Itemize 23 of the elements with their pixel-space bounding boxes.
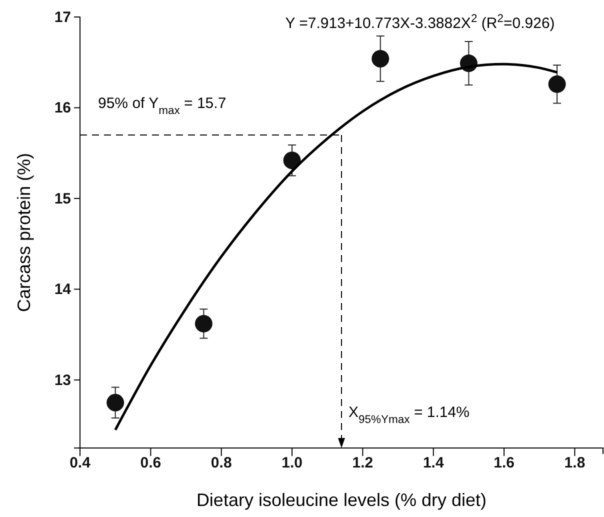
y-tick-label: 14: [54, 281, 72, 298]
point: [372, 50, 390, 68]
x-tick-label: 0.8: [210, 454, 232, 472]
y-tick-label: 13: [54, 372, 71, 389]
x-tick-label: 0.6: [140, 454, 162, 472]
x-tick-label: 1.0: [282, 454, 302, 472]
y-tick-label: 17: [54, 8, 71, 26]
point: [548, 75, 566, 93]
x-axis-title: Dietary isoleucine levels (% dry diet): [196, 490, 487, 510]
x-tick-label: 1.8: [564, 454, 586, 472]
x-tick-label: 0.4: [70, 454, 92, 472]
x-tick-label: 1.2: [352, 454, 374, 472]
ref-line-label: X$_{95%Ymax}$ = 1.14%: [348, 404, 470, 426]
y-tick-label: 15: [54, 190, 71, 208]
x-tick-label: 1.4: [422, 454, 444, 472]
point: [283, 152, 301, 170]
point: [106, 394, 124, 412]
y-axis-title: Carcass protein (%): [14, 152, 34, 312]
ref-line-label: 95% of Y$_{max}$ = 15.7: [98, 94, 226, 117]
y-tick-label: 16: [54, 100, 71, 117]
annotation: Y =7.913+10.773X-3.3882X$^{2}$ (R$^{2}$=0.926): [285, 13, 555, 32]
x-tick-label: 1.6: [494, 454, 514, 472]
point: [194, 314, 212, 332]
